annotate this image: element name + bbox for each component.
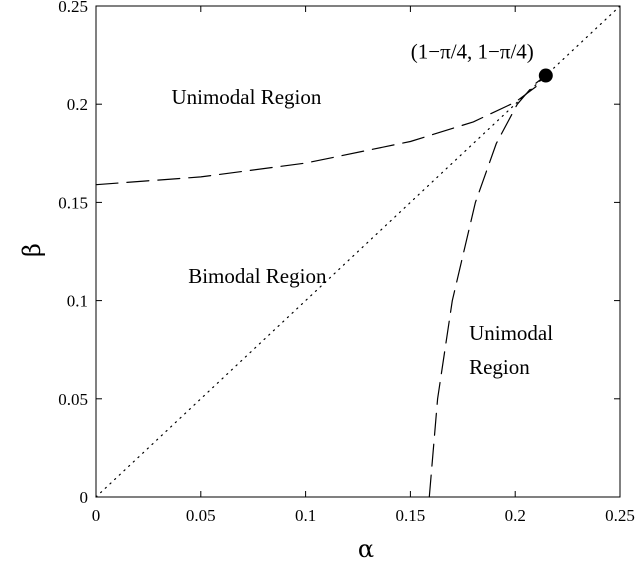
y-tick-label: 0.15: [58, 193, 88, 212]
x-tick-label: 0.2: [505, 506, 526, 525]
x-tick-label: 0.15: [396, 506, 426, 525]
region-annotation-1: Bimodal Region: [188, 264, 327, 288]
x-axis-label: α: [358, 535, 374, 563]
annotation-line: Unimodal Region: [171, 85, 321, 109]
region-annotation-0: Unimodal Region: [171, 85, 321, 109]
annotations: Unimodal Region Bimodal Region Unimodal Reg…: [171, 85, 553, 379]
x-tick-label: 0.05: [186, 506, 216, 525]
series-group: (1−π/4, 1−π/4): [95, 5, 621, 498]
boundary-dashed-curve-2: [428, 74, 547, 498]
y-tick-label: 0.1: [67, 292, 88, 311]
y-tick-label: 0.05: [58, 390, 88, 409]
x-tick-label: 0: [92, 506, 101, 525]
highlight-point: [538, 68, 553, 83]
x-tick-label: 0.1: [295, 506, 316, 525]
point-label: (1−π/4, 1−π/4): [411, 40, 534, 64]
y-tick-label: 0.2: [67, 95, 88, 114]
y-axis-label: β: [18, 243, 46, 257]
boundary-dashed-curve-1: [95, 74, 547, 186]
y-tick-label: 0.25: [58, 0, 88, 16]
plot-area: [95, 5, 621, 498]
annotation-line: Bimodal Region: [188, 264, 327, 288]
x-tick-label: 0.25: [605, 506, 635, 525]
annotation-line: Unimodal: [469, 321, 553, 345]
annotation-line: Region: [469, 355, 530, 379]
diagonal-dotted-line: [95, 5, 621, 498]
plot-frame: [95, 5, 621, 498]
ticks: 0 0.05 0.1 0.15 0.2 0.25 0 0.05 0.1 0.15 0.2 0.25: [58, 0, 635, 525]
region-annotation-2: Unimodal Region: [469, 321, 553, 379]
y-tick-label: 0: [80, 488, 89, 507]
